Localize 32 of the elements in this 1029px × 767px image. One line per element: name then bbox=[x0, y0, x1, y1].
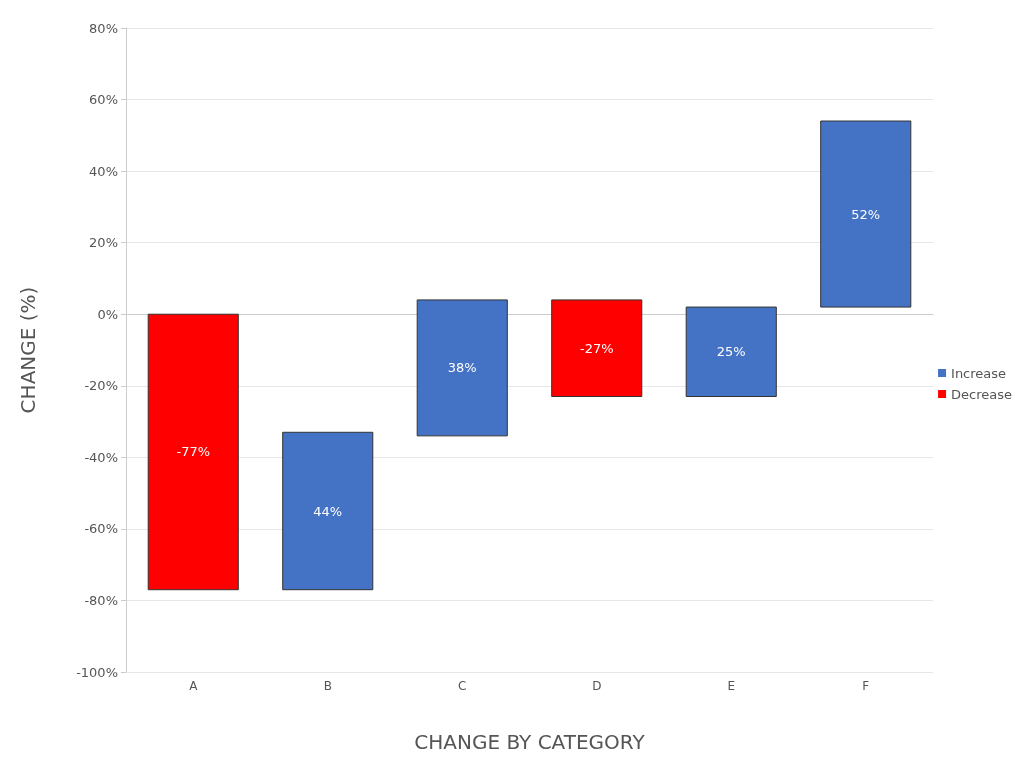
data-label: 38% bbox=[447, 360, 477, 376]
data-label: -27% bbox=[579, 340, 614, 356]
data-label: 25% bbox=[716, 344, 746, 360]
x-tick-label: A bbox=[189, 679, 199, 693]
bar bbox=[551, 299, 643, 398]
bar bbox=[147, 313, 239, 591]
y-tick-label: -20% bbox=[84, 378, 118, 394]
y-tick-label: 80% bbox=[89, 20, 118, 36]
y-tick-label: 0% bbox=[97, 306, 118, 322]
legend-label: Increase bbox=[951, 365, 1007, 381]
x-tick-label: C bbox=[458, 679, 467, 693]
bar bbox=[685, 306, 777, 398]
y-tick-label: -60% bbox=[84, 521, 118, 537]
y-tick-label: -80% bbox=[84, 592, 118, 608]
bar bbox=[282, 431, 374, 591]
x-axis-title: CHANGE BY CATEGORY bbox=[414, 730, 646, 754]
y-tick-label: 40% bbox=[89, 163, 118, 179]
y-axis-title: CHANGE (%) bbox=[16, 286, 40, 414]
bar bbox=[416, 299, 508, 437]
data-label: 52% bbox=[851, 206, 881, 222]
y-tick-label: 20% bbox=[89, 235, 118, 251]
y-tick-label: -40% bbox=[84, 449, 118, 465]
y-tick-label: 60% bbox=[89, 92, 118, 108]
x-tick-label: E bbox=[727, 679, 736, 693]
x-tick-label: B bbox=[323, 679, 332, 693]
x-tick-label: F bbox=[862, 679, 870, 693]
x-tick-label: D bbox=[592, 679, 602, 693]
data-label: 44% bbox=[313, 503, 343, 519]
y-tick-label: -100% bbox=[76, 664, 118, 680]
bar bbox=[820, 120, 912, 308]
legend-label: Decrease bbox=[951, 386, 1012, 402]
data-label: -77% bbox=[176, 444, 211, 460]
